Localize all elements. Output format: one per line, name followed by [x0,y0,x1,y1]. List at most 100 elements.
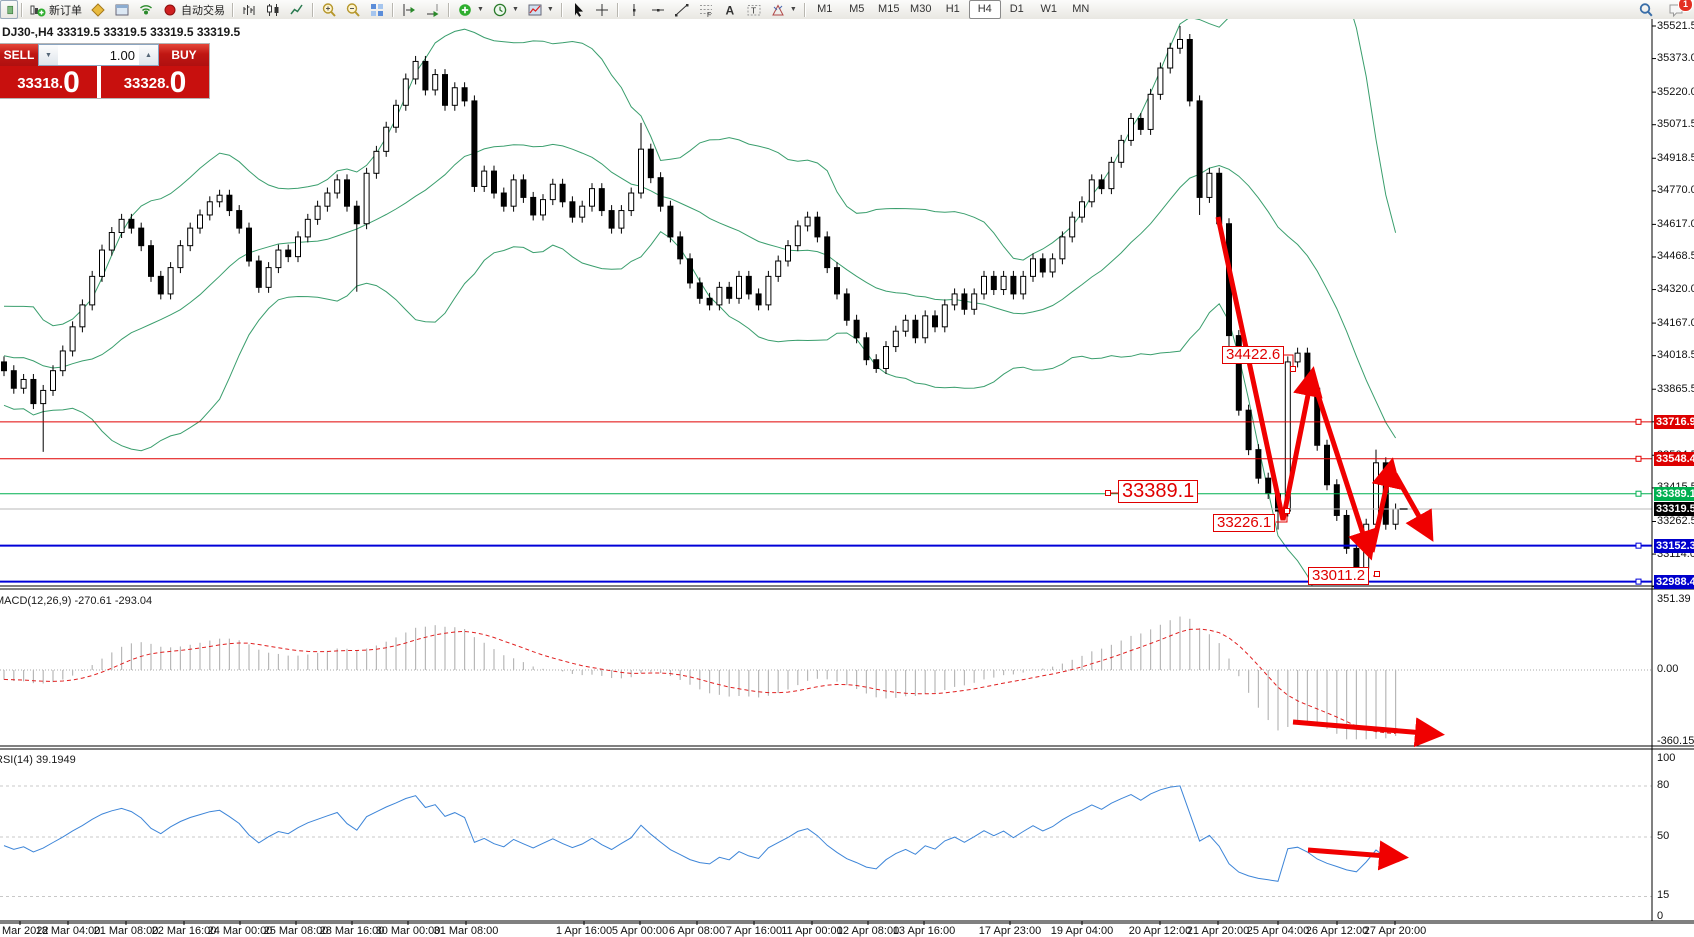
volume-up-button[interactable]: ▲ [139,45,158,65]
tab-timeframe-h1[interactable]: H1 [945,3,960,15]
tab-timeframe-m1[interactable]: M1 [817,3,833,15]
tab-timeframe-d1[interactable]: D1 [1009,3,1024,15]
candlestick-chart-icon[interactable] [261,0,285,19]
trend-arrow-down-3[interactable] [1392,472,1434,542]
time-label[interactable]: 26 Apr 12:00 [1305,925,1369,937]
price-tick-label[interactable]: 34018.5 [1657,349,1694,362]
price-tick-label[interactable]: 34770.0 [1657,184,1694,197]
rsi-trend-arrow[interactable] [1307,840,1409,871]
line-handle[interactable] [1635,578,1642,585]
time-label[interactable]: 19 Apr 04:00 [1050,925,1114,937]
price-tick-label[interactable]: 33262.5 [1657,514,1694,527]
tab-timeframe-mn[interactable]: MN [1072,3,1090,15]
trend-arrow-up-1[interactable] [1369,457,1402,553]
chevron-down-icon[interactable]: ▼ [477,6,484,13]
tab-timeframe-w1[interactable]: W1 [1040,3,1058,15]
bar-chart-icon[interactable] [237,0,261,19]
horizontal-line-icon[interactable] [646,0,670,19]
tab-timeframe-m30[interactable]: M30 [910,3,932,15]
price-annotation-33226.1[interactable]: 33226.1 [1213,514,1276,532]
price-annotation-33389.1[interactable]: 33389.1 [1118,480,1199,503]
chart-icon-partial[interactable] [0,0,18,19]
vertical-line-icon[interactable] [622,0,646,19]
templates-icon[interactable]: ▼ [523,0,558,19]
chart-shift-icon[interactable] [397,0,421,19]
price-tick-label[interactable]: 34167.0 [1657,316,1694,329]
tab-timeframe-m15[interactable]: M15 [878,3,900,15]
time-label[interactable]: Mar 2022 [2,925,49,937]
time-label[interactable]: 18 Mar 04:00 [35,925,101,937]
text-icon[interactable]: A [718,0,742,19]
zoom-out-icon[interactable] [341,0,365,19]
mql-diamond-icon[interactable] [86,0,110,19]
time-label[interactable]: 20 Apr 12:00 [1128,925,1192,937]
cursor-icon[interactable] [566,0,590,19]
line-handle[interactable] [1635,455,1642,462]
time-label[interactable]: 6 Apr 08:00 [668,925,726,937]
trend-arrow-down-2[interactable] [1314,391,1377,561]
notifications-icon[interactable]: 1 [1664,0,1693,19]
price-tick-label[interactable]: 34918.5 [1657,151,1694,164]
indicators-icon[interactable]: ▼ [453,0,488,19]
crosshair-icon[interactable] [590,0,614,19]
price-tick-label[interactable]: 35373.0 [1657,52,1694,65]
trendline-icon[interactable] [670,0,694,19]
time-label[interactable]: 27 Apr 20:00 [1363,925,1427,937]
time-label[interactable]: 21 Apr 20:00 [1186,925,1250,937]
tab-timeframe-m5[interactable]: M5 [849,3,865,15]
time-label[interactable]: 22 Mar 16:00 [151,925,217,937]
zoom-in-icon[interactable] [317,0,341,19]
chevron-down-icon[interactable]: ▼ [546,6,554,13]
chevron-down-icon[interactable]: ▼ [511,6,519,13]
new-order-button[interactable]: 新订单 [26,0,86,19]
time-label[interactable]: 7 Apr 16:00 [725,925,783,937]
price-tick-label[interactable]: 35521.5 [1657,19,1694,32]
line-handle[interactable] [1635,418,1642,425]
time-label[interactable]: 25 Mar 08:00 [263,925,329,937]
line-chart-icon[interactable] [285,0,309,19]
time-label[interactable]: 21 Mar 08:00 [93,925,159,937]
macd-trend-arrow[interactable] [1292,717,1445,748]
time-label[interactable]: 25 Apr 04:00 [1246,925,1310,937]
tile-windows-icon[interactable] [365,0,389,19]
time-label[interactable]: 24 Mar 00:00 [207,925,273,937]
volume-input[interactable]: 1.00 [109,47,135,63]
time-label[interactable]: 12 Apr 08:00 [836,925,900,937]
terminal-icon[interactable] [110,0,134,19]
sell-price[interactable]: 33318. 0 [0,66,97,98]
price-tick-label[interactable]: 35220.0 [1657,85,1694,98]
line-handle[interactable] [1635,490,1642,497]
chart-canvas[interactable] [0,19,1694,937]
time-label[interactable]: 17 Apr 23:00 [978,925,1042,937]
price-annotation-33011.2[interactable]: 33011.2 [1308,567,1370,585]
auto-scroll-icon[interactable] [421,0,445,19]
periods-icon[interactable]: ▼ [488,0,523,19]
price-tick-label[interactable]: 34468.5 [1657,250,1694,263]
buy-button[interactable]: BUY [159,44,209,66]
time-label[interactable]: 13 Apr 16:00 [892,925,956,937]
macd-pane[interactable] [0,616,1652,740]
sell-button[interactable]: SELL [0,44,38,66]
price-annotation-34422.6[interactable]: 34422.6 [1222,346,1285,364]
volume-down-button[interactable]: ▼ [39,45,58,65]
signals-icon[interactable] [134,0,158,19]
fibonacci-icon[interactable]: F [694,0,718,19]
time-label[interactable]: 5 Apr 00:00 [611,925,669,937]
autotrading-button[interactable]: 自动交易 [158,0,229,19]
shapes-icon[interactable]: ▼ [766,0,801,19]
price-tick-label[interactable]: 33865.5 [1657,382,1694,395]
annotation-arrows[interactable] [1105,216,1445,871]
main-price-pane[interactable] [1,19,1408,685]
time-label[interactable]: 11 Apr 00:00 [781,925,843,937]
trend-arrow-down-1[interactable] [1215,216,1323,521]
label-icon[interactable]: T [742,0,766,19]
price-tick-label[interactable]: 34617.0 [1657,217,1694,230]
buy-price[interactable]: 33328. 0 [101,66,209,98]
rsi-pane[interactable] [0,785,1652,897]
line-handle[interactable] [1635,542,1642,549]
price-tick-label[interactable]: 34320.0 [1657,283,1694,296]
price-tick-label[interactable]: 35071.5 [1657,118,1694,131]
time-label[interactable]: 28 Mar 16:00 [319,925,385,937]
tab-timeframe-h4[interactable]: H4 [968,0,1001,19]
search-icon[interactable] [1634,0,1658,19]
